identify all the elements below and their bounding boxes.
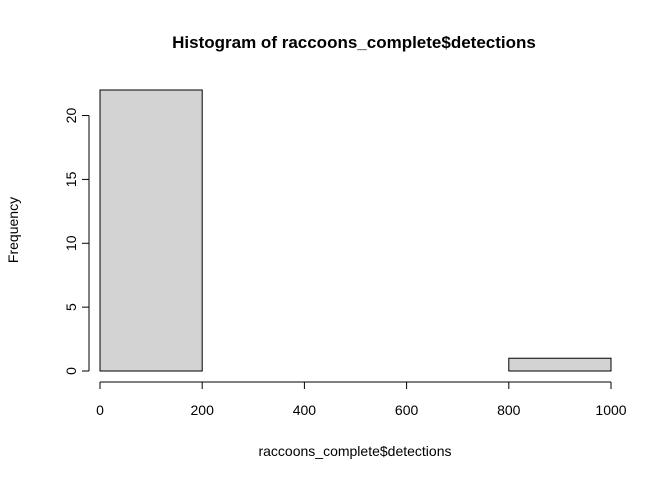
x-tick-label: 0 (96, 402, 104, 418)
x-tick-label: 1000 (595, 402, 626, 418)
x-axis-label: raccoons_complete$detections (258, 443, 451, 459)
y-tick-label: 5 (63, 303, 79, 311)
chart-title: Histogram of raccoons_complete$detection… (172, 33, 536, 52)
x-tick-label: 600 (395, 402, 419, 418)
y-axis: 0 5 10 15 20 (63, 108, 90, 375)
histogram-bar-4 (508, 357, 612, 372)
y-tick-label: 15 (63, 171, 79, 187)
x-tick-label: 400 (293, 402, 317, 418)
y-axis-label: Frequency (5, 197, 21, 263)
x-tick-label: 800 (497, 402, 521, 418)
histogram-bar-0 (99, 89, 203, 372)
x-axis: 0 200 400 600 800 1000 (96, 381, 627, 418)
y-tick-label: 20 (63, 108, 79, 124)
y-tick-label: 0 (63, 367, 79, 375)
y-tick-label: 10 (63, 235, 79, 251)
bars-group (99, 89, 612, 372)
x-tick-label: 200 (191, 402, 215, 418)
